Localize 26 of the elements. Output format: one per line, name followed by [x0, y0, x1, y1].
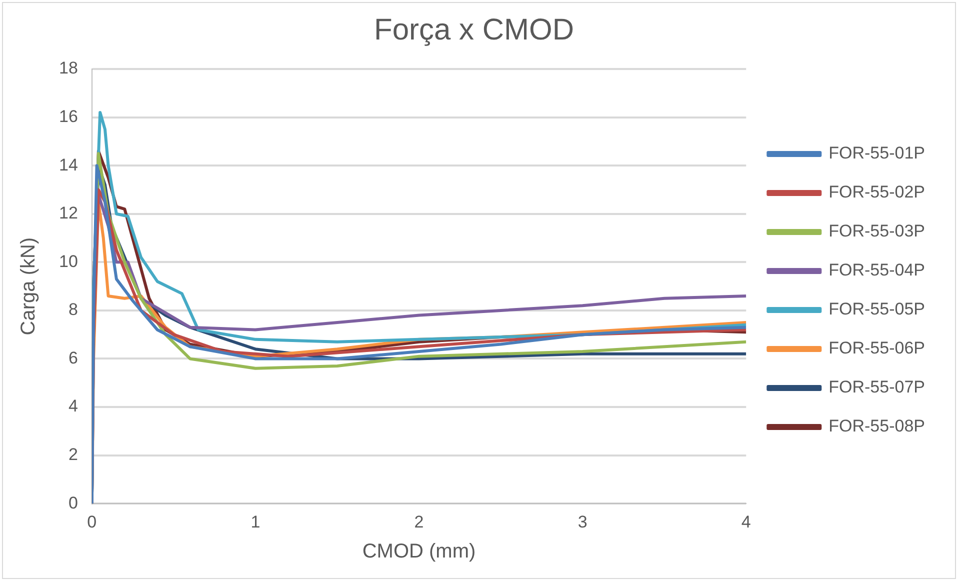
- y-tick-label: 4: [68, 396, 78, 416]
- chart-title: Força x CMOD: [374, 13, 574, 46]
- legend-label: FOR-55-08P: [828, 416, 926, 436]
- y-tick-label: 14: [58, 155, 78, 174]
- legend-label: FOR-55-02P: [828, 182, 926, 202]
- y-tick-label: 0: [68, 493, 78, 512]
- y-tick-label: 6: [68, 348, 78, 368]
- x-tick-label: 4: [741, 512, 751, 532]
- legend-label: FOR-55-07P: [828, 378, 926, 397]
- y-tick-label: 18: [58, 58, 78, 78]
- legend-label: FOR-55-06P: [828, 338, 926, 358]
- legend-label: FOR-55-05P: [828, 300, 926, 319]
- legend-label: FOR-55-03P: [828, 222, 926, 241]
- y-tick-label: 16: [58, 106, 78, 126]
- y-tick-label: 2: [68, 445, 78, 464]
- x-tick-label: 0: [87, 512, 97, 532]
- x-tick-label: 3: [578, 512, 588, 532]
- legend-label: FOR-55-01P: [828, 144, 926, 163]
- x-tick-label: 1: [250, 512, 260, 532]
- x-axis-title: CMOD (mm): [362, 540, 476, 563]
- x-tick-label: 2: [414, 512, 424, 532]
- legend-label: FOR-55-04P: [828, 260, 926, 280]
- y-tick-label: 8: [68, 300, 78, 320]
- y-axis-title: Carga (kN): [18, 237, 40, 336]
- y-tick-label: 12: [58, 204, 78, 223]
- y-tick-label: 10: [58, 252, 78, 271]
